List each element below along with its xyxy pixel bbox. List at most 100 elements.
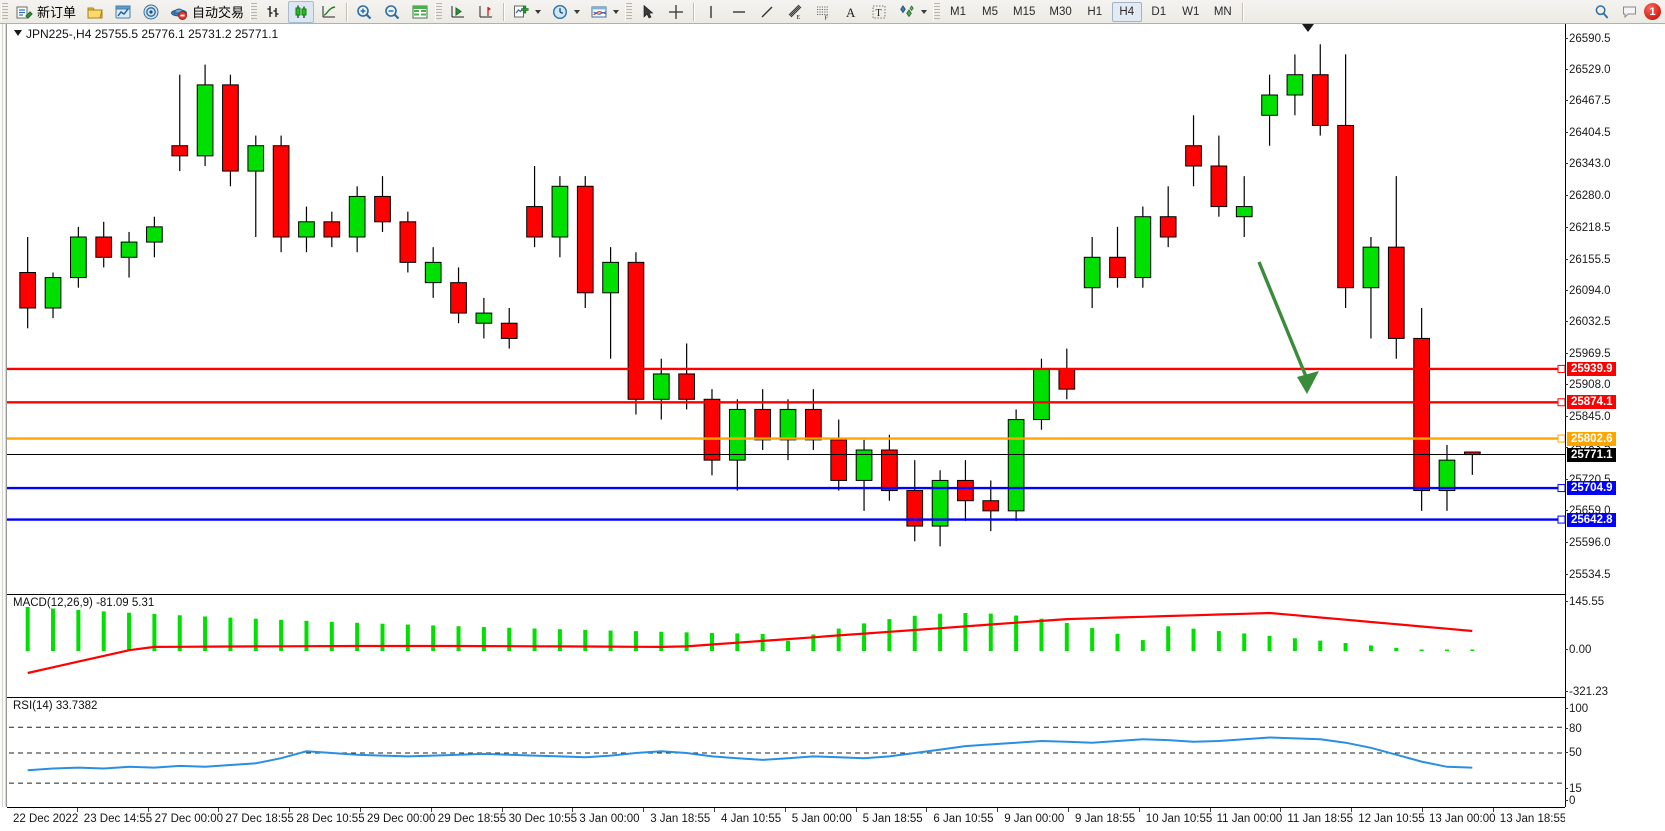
candlestick-chart-button[interactable]: [288, 0, 315, 23]
chart-menu-caret-icon[interactable]: [14, 30, 22, 36]
support-line-2-tag[interactable]: 25642.8: [1567, 512, 1616, 527]
chart-area[interactable]: JPN225-,H4 25755.5 25776.1 25731.2 25771…: [0, 24, 1665, 831]
toolbar-separator-4: [1241, 2, 1243, 21]
periods-caret-icon[interactable]: [574, 9, 581, 14]
resistance-line-1-tag[interactable]: 25939.9: [1567, 361, 1616, 376]
timeframe-w1[interactable]: W1: [1182, 5, 1200, 18]
new-order-button[interactable]: 新订单: [11, 1, 80, 23]
clock-icon: [553, 4, 568, 19]
main-toolbar: 新订单: [0, 0, 1665, 24]
macd-axis-tick: 145.55: [1564, 596, 1605, 608]
price-axis-tick: 26280.0: [1565, 190, 1611, 203]
bar-chart-icon: [267, 5, 279, 17]
price-panel[interactable]: [7, 24, 1565, 592]
equidistant-channel-button[interactable]: E: [782, 1, 808, 23]
toolbar-grip-4[interactable]: [625, 2, 633, 21]
toolbar-separator-2: [503, 2, 505, 21]
fibonacci-retracement-icon: F: [817, 6, 830, 21]
rsi-label: RSI(14) 33.7382: [13, 700, 98, 712]
time-axis[interactable]: 22 Dec 2022 23 Dec 14:55 27 Dec 00:00 27 De…: [7, 807, 1565, 831]
timeframe-h4[interactable]: H4: [1111, 1, 1142, 22]
price-axis-tick: 26155.5: [1565, 253, 1611, 266]
price-axis-tick: 26404.5: [1565, 127, 1611, 140]
timeframe-m30[interactable]: M30: [1049, 5, 1072, 18]
chart-shift-icon: [479, 5, 493, 17]
time-axis-label: 30 Dec 10:55: [501, 808, 578, 825]
timeframe-d1[interactable]: D1: [1151, 5, 1167, 18]
vertical-line-button[interactable]: [698, 1, 724, 23]
line-chart-icon: [322, 5, 336, 17]
timeframe-m5[interactable]: M5: [982, 5, 999, 18]
trendline-button[interactable]: [754, 1, 780, 23]
down-trend-arrow: [1257, 261, 1319, 394]
current-price-line-tag[interactable]: 25771.1: [1567, 447, 1616, 462]
bar-chart-button[interactable]: [260, 1, 286, 23]
price-axis-tick: 26032.5: [1565, 315, 1611, 328]
indicators-caret-icon[interactable]: [535, 9, 542, 14]
horizontal-line-button[interactable]: [726, 1, 752, 23]
shapes-button[interactable]: [894, 1, 931, 23]
auto-scroll-button[interactable]: [445, 1, 471, 23]
price-axis-tick: 26467.5: [1565, 95, 1611, 108]
signal-button[interactable]: [138, 1, 164, 23]
crosshair-icon: [669, 4, 684, 19]
svg-text:F: F: [825, 15, 829, 21]
indicators-button[interactable]: [508, 1, 545, 23]
timeframe-mn[interactable]: MN: [1213, 5, 1232, 18]
periods-button[interactable]: [547, 1, 584, 23]
data-window-icon: [412, 5, 428, 18]
price-axis-tick: 26590.5: [1565, 32, 1611, 45]
rsi-axis-tick: 100: [1564, 703, 1589, 715]
folder-button[interactable]: [82, 1, 108, 23]
timeframe-m1[interactable]: M1: [950, 5, 967, 18]
zoom-out-button[interactable]: [379, 1, 405, 23]
rsi-panel[interactable]: RSI(14) 33.7382: [7, 697, 1565, 807]
rsi-axis-tick: 0: [1564, 795, 1576, 807]
chart-top-marker-icon: [1302, 24, 1314, 32]
crosshair-button[interactable]: [663, 1, 689, 23]
auto-trading-button[interactable]: 自动交易: [166, 1, 248, 23]
templates-caret-icon[interactable]: [613, 9, 620, 14]
price-axis[interactable]: 26590.5 26529.0 26467.5 26404.5 26343.0 26280…: [1564, 24, 1665, 807]
toolbar-grip-5[interactable]: [933, 2, 941, 21]
macd-svg: [25, 607, 1475, 675]
chart-left-rail: [0, 24, 7, 807]
time-axis-label: 5 Jan 18:55: [855, 808, 923, 825]
timeframe-m15[interactable]: M15: [1013, 5, 1036, 18]
price-axis-tick: 25969.5: [1565, 347, 1611, 360]
text-button[interactable]: A: [838, 1, 864, 23]
alerts-button[interactable]: [1617, 1, 1643, 23]
chart-shift-button[interactable]: [473, 1, 499, 23]
price-axis-tick: 26094.0: [1565, 284, 1611, 297]
toolbar-grip-1[interactable]: [1, 2, 8, 21]
pivot-line-tag[interactable]: 25802.6: [1567, 431, 1616, 446]
resistance-line-2-tag[interactable]: 25874.1: [1567, 395, 1616, 410]
svg-text:A: A: [846, 5, 856, 20]
equidistant-channel-icon: E: [788, 4, 802, 21]
support-line-1-tag[interactable]: 25704.9: [1567, 481, 1616, 496]
time-axis-label: 28 Dec 10:55: [289, 808, 365, 825]
text-label-button[interactable]: T: [866, 1, 892, 23]
search-button[interactable]: [1589, 1, 1615, 23]
zoom-in-button[interactable]: [351, 1, 377, 23]
line-chart-button[interactable]: [316, 1, 342, 23]
market-watch-button[interactable]: [110, 1, 136, 23]
time-axis-label: 22 Dec 2022: [13, 813, 79, 825]
data-window-button[interactable]: [407, 1, 433, 23]
cursor-button[interactable]: [635, 1, 661, 23]
templates-button[interactable]: [586, 1, 623, 23]
timeframe-h1[interactable]: H1: [1087, 5, 1103, 18]
rsi-axis-tick: 80: [1565, 723, 1582, 735]
macd-panel[interactable]: MACD(12,26,9) -81.09 5.31: [7, 594, 1565, 695]
zoom-in-icon: [357, 4, 372, 19]
signal-icon: [143, 4, 159, 19]
new-order-icon: [16, 6, 33, 19]
toolbar-grip-2[interactable]: [250, 2, 258, 21]
time-axis-label: 9 Jan 18:55: [1067, 808, 1136, 825]
shapes-caret-icon[interactable]: [921, 9, 928, 14]
time-axis-label: 10 Jan 10:55: [1138, 808, 1213, 825]
alert-badge[interactable]: 1: [1644, 3, 1661, 20]
fibonacci-button[interactable]: F: [810, 1, 836, 23]
toolbar-grip-3[interactable]: [435, 2, 443, 21]
